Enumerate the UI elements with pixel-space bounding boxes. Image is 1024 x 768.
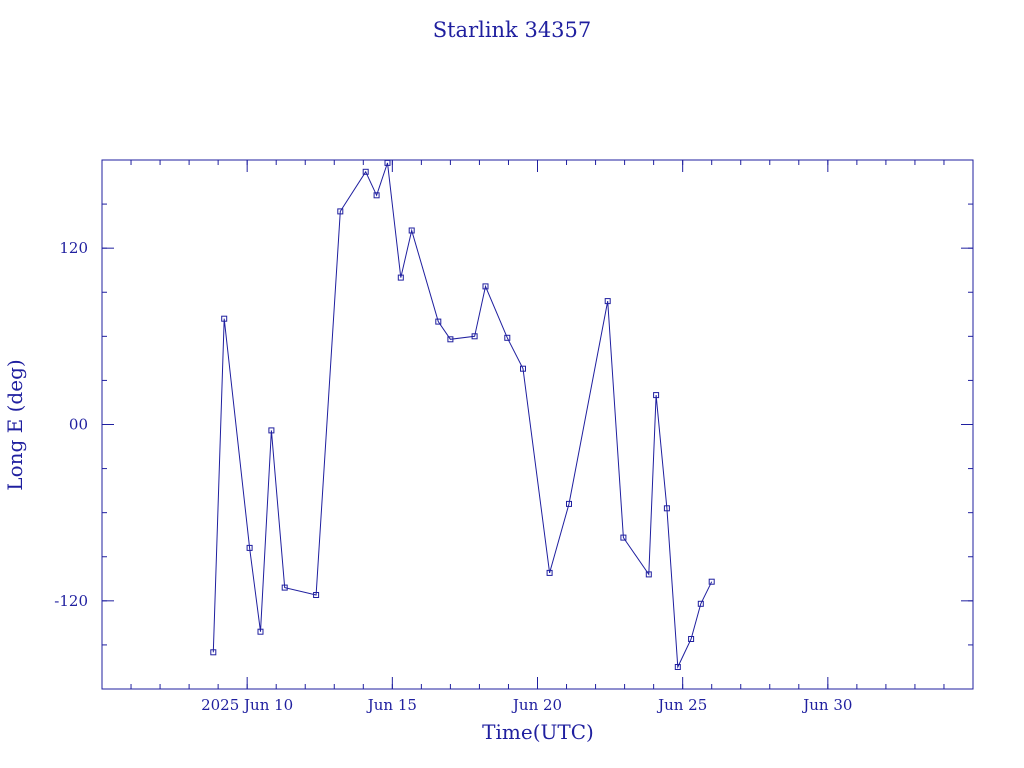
x-tick-label: Jun 25 <box>656 696 707 714</box>
series-layer <box>210 160 715 670</box>
data-point <box>653 392 660 399</box>
data-point <box>337 208 344 215</box>
data-point <box>504 334 511 341</box>
data-point <box>408 227 415 234</box>
data-point <box>221 315 228 322</box>
data-point <box>447 336 454 343</box>
data-point <box>663 505 670 512</box>
data-point <box>566 500 572 507</box>
y-axis-label: Long E (deg) <box>3 359 27 490</box>
data-point <box>645 571 652 578</box>
data-point <box>373 192 380 199</box>
y-tick-label: -120 <box>54 592 88 610</box>
data-point <box>397 274 404 281</box>
x-axis-label: Time(UTC) <box>482 720 594 744</box>
data-point <box>674 664 681 670</box>
tick-layer: 2025 Jun 10 Jun 15 Jun 20 Jun 25 Jun 30 120 00… <box>54 160 973 714</box>
x-tick-label: Jun 15 <box>366 696 417 714</box>
x-tick-label: Jun 30 <box>801 696 852 714</box>
data-point <box>313 592 320 598</box>
data-point <box>604 298 611 305</box>
data-point <box>620 534 627 541</box>
plot-frame <box>101 159 974 690</box>
data-point <box>246 544 253 551</box>
chart-title: Starlink 34357 <box>433 18 592 42</box>
data-point <box>697 600 704 607</box>
data-point <box>546 569 553 576</box>
data-point <box>435 318 442 325</box>
data-point <box>708 578 715 585</box>
data-point <box>281 584 288 591</box>
data-point <box>688 636 695 642</box>
y-tick-label: 120 <box>59 239 88 257</box>
series-line <box>212 162 713 669</box>
data-point <box>268 427 275 434</box>
y-tick-label: 00 <box>69 416 88 434</box>
x-tick-label: 2025 Jun 10 <box>201 696 293 714</box>
data-point <box>210 649 217 656</box>
data-point <box>257 628 264 635</box>
data-point <box>362 168 369 175</box>
data-point <box>471 333 478 340</box>
data-point <box>520 365 526 372</box>
data-point <box>482 283 489 290</box>
x-tick-label: Jun 20 <box>511 696 562 714</box>
